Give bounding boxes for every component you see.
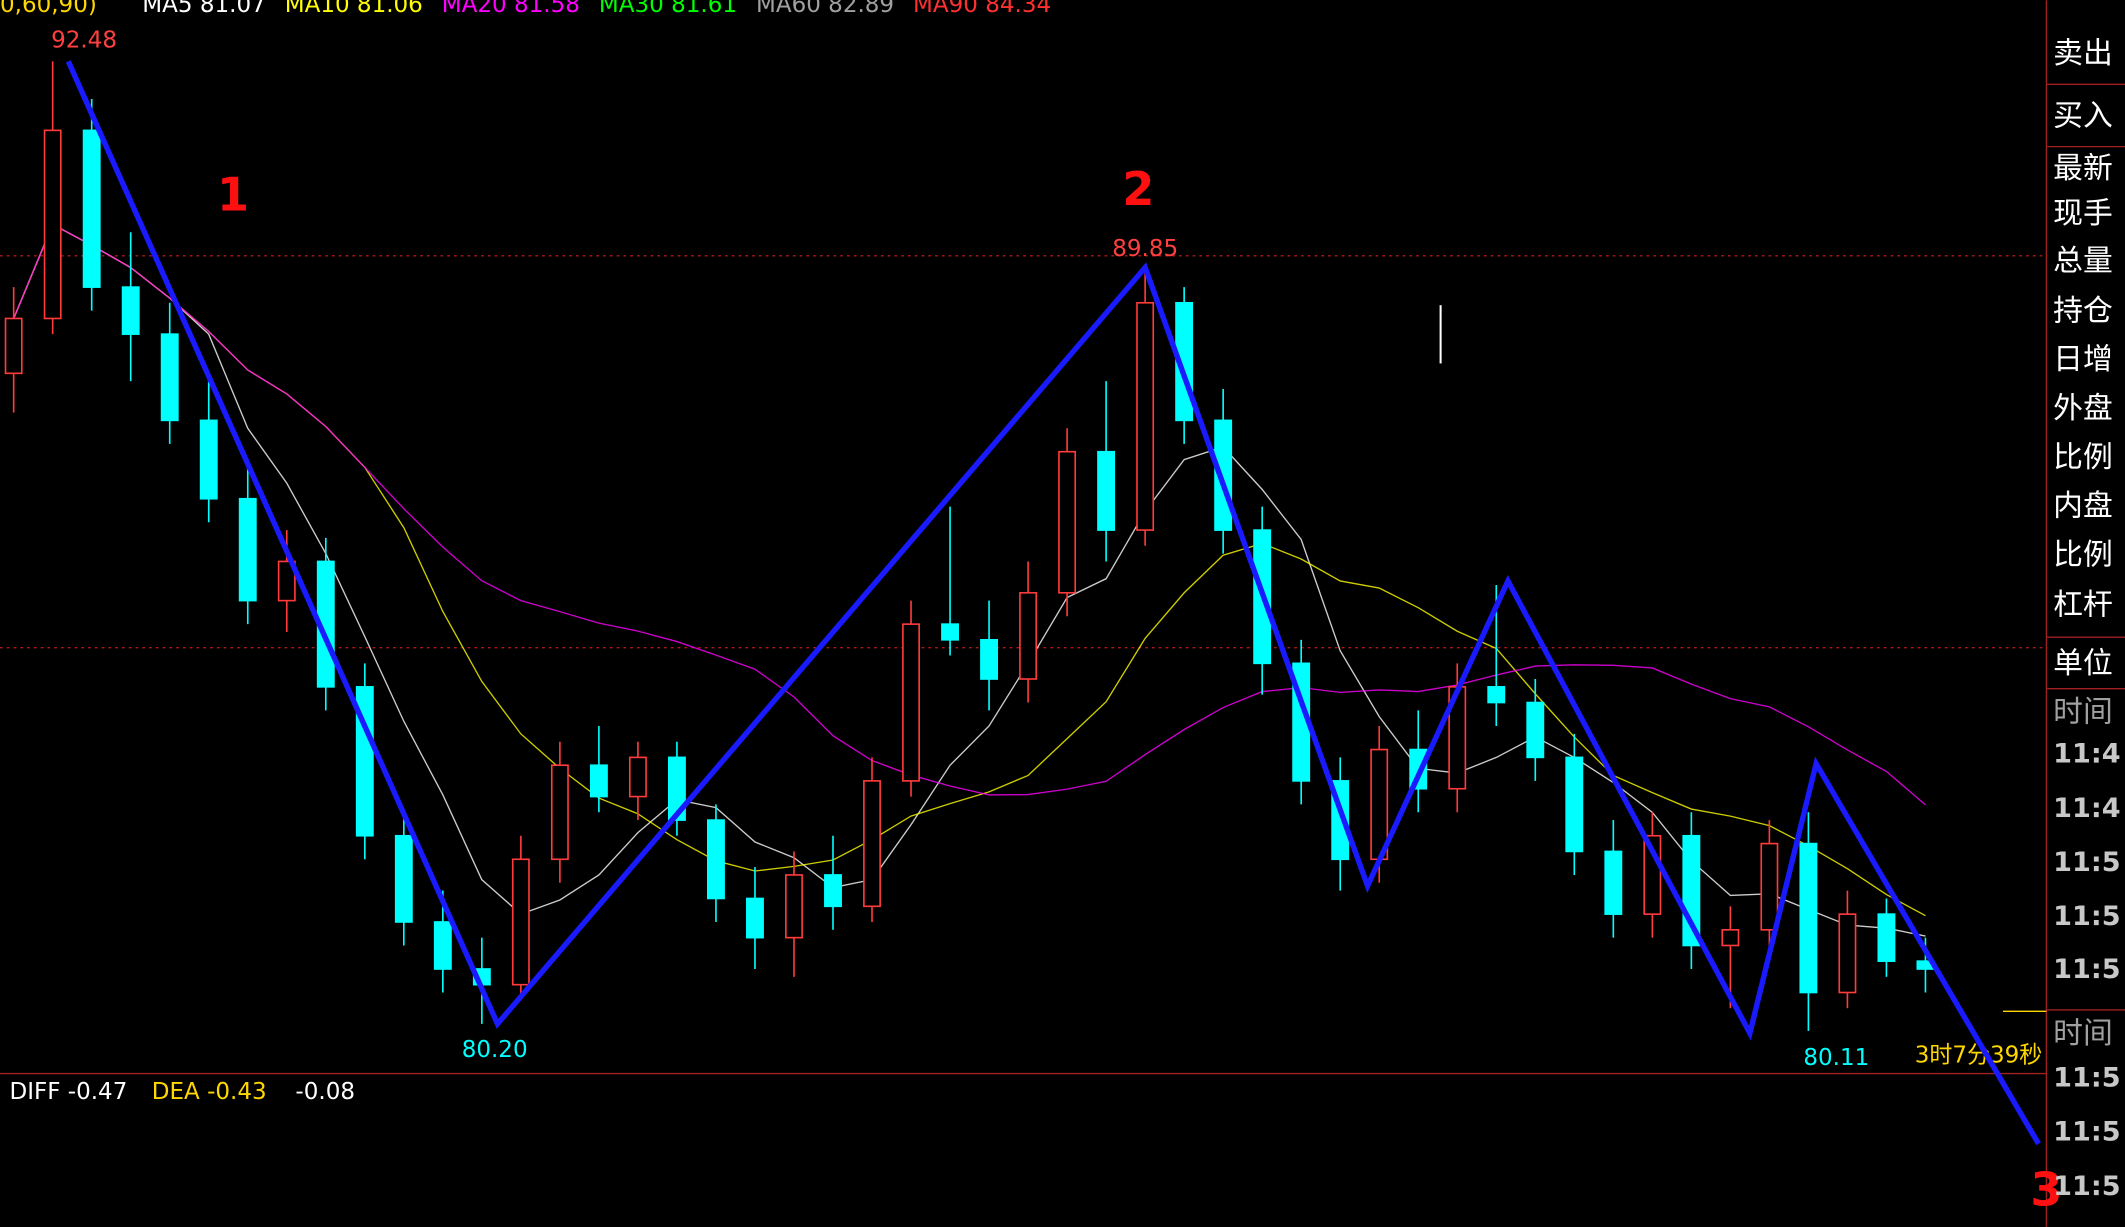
candle-body: [1097, 450, 1116, 531]
candle-body: [589, 764, 608, 798]
candle-body: [511, 858, 530, 986]
sidebar-label: 买入: [2053, 98, 2113, 133]
candle-body: [746, 897, 764, 939]
sidebar-label: 卖出: [2053, 36, 2113, 71]
sidebar-label: 比例: [2053, 537, 2113, 572]
candle-body: [1760, 842, 1779, 931]
sidebar-label: 时间: [2053, 1016, 2113, 1051]
candle-body: [1838, 913, 1857, 994]
candle-body: [199, 419, 218, 500]
candle-body: [1565, 756, 1584, 853]
ma-line: [13, 223, 1926, 806]
candle-body: [1019, 591, 1038, 680]
ma-label: MA20 81.58: [442, 0, 580, 18]
wave-label: 2: [1122, 162, 1154, 216]
sidebar-label: 11:5: [2053, 1117, 2120, 1148]
candle-body: [1604, 850, 1623, 915]
peak-label: 92.48: [51, 27, 117, 53]
wave-label: 1: [217, 168, 249, 222]
candle-body: [785, 874, 803, 939]
sidebar-label: 11:5: [2053, 1063, 2120, 1094]
candle-body: [1799, 842, 1818, 994]
sidebar-label: 最新: [2053, 151, 2113, 186]
ma-header: 0,60,90) MA5 81.07 MA10 81.06 MA20 81.58 MA3…: [0, 0, 1051, 18]
peak-label: 89.85: [1112, 236, 1178, 262]
macd-dea: DEA -0.43: [152, 1079, 267, 1105]
candle-body: [4, 317, 23, 375]
candle-body: [1487, 686, 1506, 704]
low-label: 80.11: [1803, 1045, 1869, 1071]
sidebar-label: 时间: [2053, 695, 2113, 730]
candle-body: [550, 764, 569, 861]
candle-body: [238, 497, 257, 602]
candle-body: [433, 921, 452, 970]
sidebar-label: 11:5: [2053, 847, 2120, 878]
sidebar-label: 总量: [2053, 243, 2113, 278]
sidebar-label: 11:5: [2053, 1171, 2120, 1202]
candle-body: [1526, 701, 1545, 759]
candle-body: [1058, 450, 1077, 594]
sidebar-label: 单位: [2053, 646, 2113, 681]
sidebar-label: 杠杆: [2053, 588, 2113, 623]
ma-label: MA30 81.61: [599, 0, 737, 18]
candle-body: [394, 834, 413, 923]
ma-label: MA10 81.06: [285, 0, 423, 18]
wave-line: [65, 60, 2041, 1146]
candle-body: [43, 129, 62, 320]
candle-body: [667, 756, 686, 821]
candle-body: [902, 623, 920, 782]
sidebar-label: 比例: [2053, 440, 2113, 475]
candle-body: [82, 129, 101, 288]
sidebar-label: 11:5: [2053, 954, 2120, 985]
candle-body: [160, 333, 179, 422]
candle-body: [707, 819, 725, 900]
sidebar-label: 持仓: [2053, 293, 2113, 328]
candle-body: [628, 756, 647, 798]
candle-body: [277, 560, 296, 602]
sidebar-label: 现手: [2053, 196, 2113, 231]
macd-diff: DIFF -0.47: [9, 1079, 127, 1105]
sidebar: 卖出买入最新现手总量持仓日增外盘比例内盘比例杠杆单位时间11:411:411:5…: [2046, 36, 2125, 1202]
candle-body: [980, 639, 999, 680]
candle-body: [121, 286, 140, 335]
sidebar-label: 11:5: [2053, 901, 2120, 932]
candle-body: [941, 623, 959, 641]
sidebar-label: 日增: [2053, 342, 2113, 377]
sidebar-label: 11:4: [2053, 793, 2120, 824]
low-label: 80.20: [462, 1037, 528, 1063]
ma-params: 0,60,90): [0, 0, 97, 18]
candle-body: [1877, 913, 1896, 962]
candle-body: [355, 686, 374, 837]
ma-label: MA60 82.89: [756, 0, 894, 18]
candle-body: [1136, 301, 1155, 531]
candle-body: [863, 780, 881, 908]
timer: 3时7分39秒: [1915, 1042, 2043, 1068]
ma-label: MA5 81.07: [142, 0, 265, 18]
candle-body: [1721, 928, 1740, 947]
sidebar-label: 11:4: [2053, 739, 2120, 770]
ma-label: MA90 84.34: [913, 0, 1051, 18]
wave-label: 3: [2030, 1162, 2062, 1216]
sidebar-label: 外盘: [2053, 391, 2113, 426]
sidebar-label: 内盘: [2053, 489, 2113, 524]
candle-body: [824, 874, 842, 908]
macd-value: -0.08: [295, 1079, 355, 1105]
